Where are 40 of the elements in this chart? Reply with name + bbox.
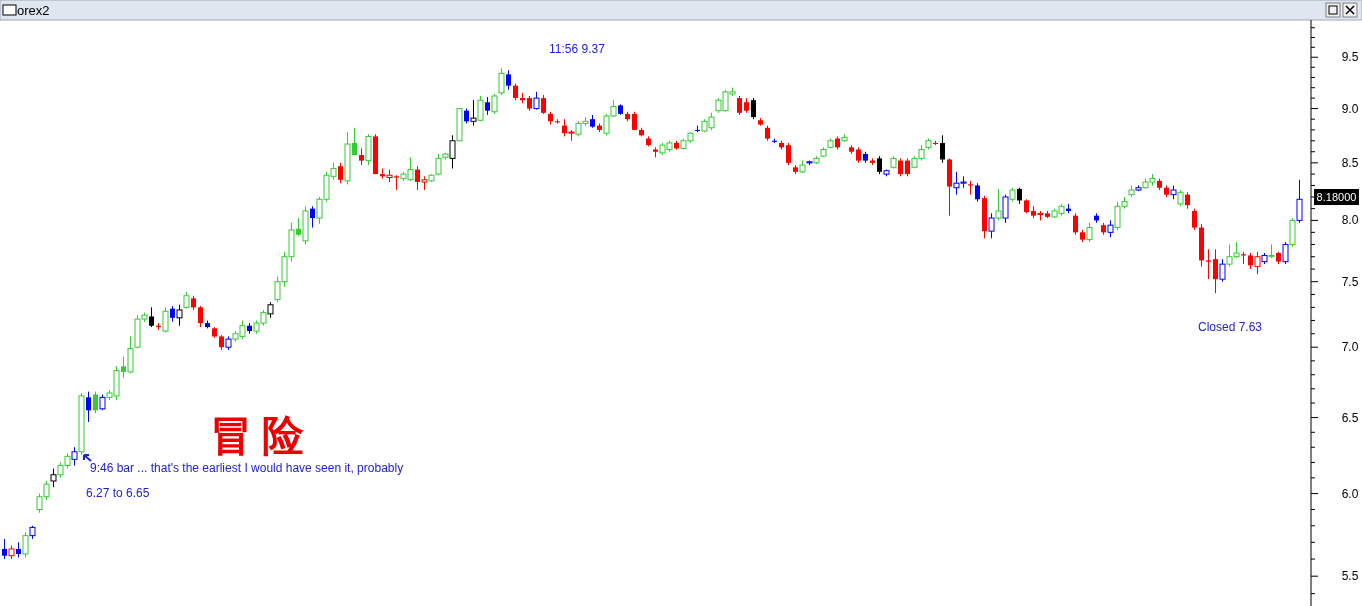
candlestick [1213,248,1218,294]
chart-title: orex2 [17,3,50,18]
candlestick [751,97,756,120]
annotation: 11:56 9.37 [549,42,606,56]
candlestick [541,94,546,115]
candlestick [176,304,183,327]
candlestick [310,205,315,229]
candlestick [2,538,7,560]
candlestick [632,111,637,131]
candlestick [1206,248,1211,280]
candlestick [975,182,980,203]
annotation: 冒险 [210,411,314,460]
candlestick [149,306,154,328]
annotation: 6.27 to 6.65 [86,486,150,500]
text: 8.18000 [1316,191,1357,203]
y-tick-label: 6.5 [1341,410,1359,425]
y-tick-label: 8.0 [1341,213,1359,228]
y-tick-label: 8.5 [1341,155,1359,170]
candlestick [162,306,169,333]
annotation: Closed 7.63 [1198,320,1263,334]
y-tick-label: 9.5 [1341,50,1359,65]
candlestick [506,69,511,91]
candlestick [498,67,505,96]
candlestick [1086,222,1093,243]
candlestick [338,162,343,184]
candlestick [491,93,498,115]
candlestick [93,391,98,414]
candlestick [198,305,203,328]
y-tick-label: 9.0 [1341,101,1359,116]
y-tick-label: 7.0 [1341,340,1359,355]
candlestick [786,142,791,166]
annotation: 9:46 bar ... that's the earliest I would have seen it, probably [90,461,404,475]
y-tick-label: 5.5 [1341,569,1359,584]
candlestick [737,95,742,116]
candlestick [86,391,91,423]
y-tick-label: 7.5 [1341,274,1359,289]
candlestick [1192,208,1197,231]
candlestick [1073,212,1078,236]
candlestick [940,134,945,164]
y-tick-label: 6.0 [1341,486,1359,501]
